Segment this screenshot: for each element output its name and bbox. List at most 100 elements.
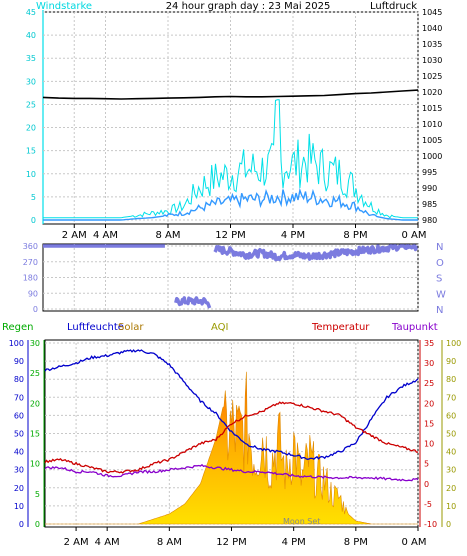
rain-tick: 25: [30, 369, 40, 378]
temp-tick: 20: [424, 399, 434, 408]
pressure-tick: 1010: [422, 120, 442, 129]
wind-x-tick-label: 8 PM: [343, 230, 367, 241]
wind-x-tick-label: 12 PM: [215, 230, 246, 241]
dir-series-line: [213, 244, 419, 262]
wind-right-label: Luftdruck: [370, 1, 417, 12]
pressure-tick: 1040: [422, 24, 442, 33]
humidity-tick: 90: [14, 357, 24, 366]
humidity-tick: 40: [14, 448, 24, 457]
humidity-label: Luftfeuchte: [67, 322, 124, 333]
pressure-tick: 1015: [422, 104, 442, 113]
humidity-tick: 70: [14, 393, 24, 402]
pressure-tick: 1000: [422, 152, 442, 161]
aqi-tick: 60: [446, 411, 456, 420]
climate-x-tick-label: 4 AM: [95, 537, 120, 548]
dir-grid: [43, 244, 419, 311]
solar-label: Solar: [118, 322, 144, 333]
rain-tick: 15: [30, 430, 40, 439]
temp-tick: 10: [424, 440, 434, 449]
pressure-tick: 980: [422, 216, 437, 225]
wind-left-label: Windstarke: [36, 1, 92, 12]
dir-y-tick: 360: [23, 242, 38, 251]
pressure-tick: 990: [422, 184, 437, 193]
temp-tick: -10: [424, 520, 437, 529]
wind-left-tick: 40: [26, 31, 36, 40]
rain-tick: 30: [30, 339, 40, 348]
rain-tick: 10: [30, 460, 40, 469]
humidity-tick: 60: [14, 411, 24, 420]
aqi-tick: 70: [446, 393, 456, 402]
wind-series-line: [43, 187, 418, 221]
humidity-tick: 20: [14, 484, 24, 493]
rain-ticks: 0 5 10 15 20 25 30: [30, 339, 40, 529]
pressure-tick: 985: [422, 200, 437, 209]
wind-x-tick-label: 0 AM: [401, 230, 426, 241]
climate-panel: Regen Luftfeuchte Solar AQI Temperatur T…: [2, 322, 461, 548]
aqi-tick: 90: [446, 357, 456, 366]
temp-tick: 15: [424, 419, 434, 428]
dir-series: [43, 244, 419, 309]
rain-tick: 20: [30, 399, 40, 408]
pressure-tick: 1025: [422, 72, 442, 81]
pressure-tick: 1045: [422, 8, 442, 17]
wind-left-tick: 0: [31, 216, 36, 225]
aqi-tick: 20: [446, 484, 456, 493]
pressure-right-ticks: 980 985 990 995 1000 1005 1010 1015 1020 1025 1030…: [422, 8, 442, 225]
climate-series-line: [44, 463, 419, 482]
dir-series-line: [174, 296, 212, 309]
dewpoint-label: Taupunkt: [391, 322, 438, 333]
climate-x-tick-label: 4 PM: [282, 537, 306, 548]
dir-y-tick: 0: [33, 305, 38, 314]
pressure-tick: 1030: [422, 56, 442, 65]
climate-series: [44, 349, 419, 525]
rain-label: Regen: [2, 322, 34, 333]
aqi-tick: 10: [446, 502, 456, 511]
wind-left-tick: 25: [26, 100, 36, 109]
temp-ticks: -10 -5 0 5 10 15 20 25 30 35: [424, 339, 437, 529]
climate-x-tick-label: 8 AM: [157, 537, 182, 548]
aqi-tick: 30: [446, 466, 456, 475]
aqi-tick: 0: [446, 520, 451, 529]
pressure-tick: 1035: [422, 40, 442, 49]
humidity-ticks: 0 10 20 30 40 50 60 70 80 90 100: [9, 339, 24, 529]
dir-compass-label: N: [436, 305, 443, 316]
wind-left-tick: 30: [26, 77, 36, 86]
humidity-tick: 30: [14, 466, 24, 475]
wind-x-tick-label: 4 PM: [281, 230, 305, 241]
wind-left-tick: 35: [26, 54, 36, 63]
climate-series-line: [44, 349, 419, 461]
dir-y-tick: 180: [23, 274, 38, 283]
pressure-tick: 1020: [422, 88, 442, 97]
wind-left-tick: 45: [26, 8, 36, 17]
aqi-tick: 50: [446, 430, 456, 439]
humidity-tick: 10: [14, 502, 24, 511]
humidity-tick: 80: [14, 375, 24, 384]
pressure-tick: 995: [422, 168, 437, 177]
climate-x-ticks: 2 AM 4 AM 8 AM 12 PM 4 PM 8 PM 0 AM: [64, 527, 427, 548]
dir-y-ticks: 0 90 180 270 360: [23, 242, 38, 314]
wind-left-tick: 10: [26, 170, 36, 179]
dir-compass-label: W: [436, 289, 446, 300]
wind-x-tick-label: 8 AM: [155, 230, 180, 241]
climate-x-tick-label: 12 PM: [216, 537, 247, 548]
wind-series-line: [43, 99, 418, 219]
temp-tick: 30: [424, 359, 434, 368]
dir-compass-label: N: [436, 242, 443, 253]
dir-compass-label: O: [436, 258, 444, 269]
rain-tick: 0: [35, 520, 40, 529]
climate-series-line: [44, 401, 418, 474]
rain-tick: 5: [35, 490, 40, 499]
pressure-tick: 1005: [422, 136, 442, 145]
temp-tick: 25: [424, 379, 434, 388]
humidity-tick: 0: [19, 520, 24, 529]
temp-tick: 35: [424, 339, 434, 348]
dir-y-tick: 90: [28, 289, 38, 298]
pressure-series-line: [42, 89, 419, 100]
climate-x-tick-label: 2 AM: [64, 537, 89, 548]
climate-x-tick-label: 8 PM: [344, 537, 368, 548]
humidity-tick: 100: [9, 339, 24, 348]
humidity-tick: 50: [14, 430, 24, 439]
